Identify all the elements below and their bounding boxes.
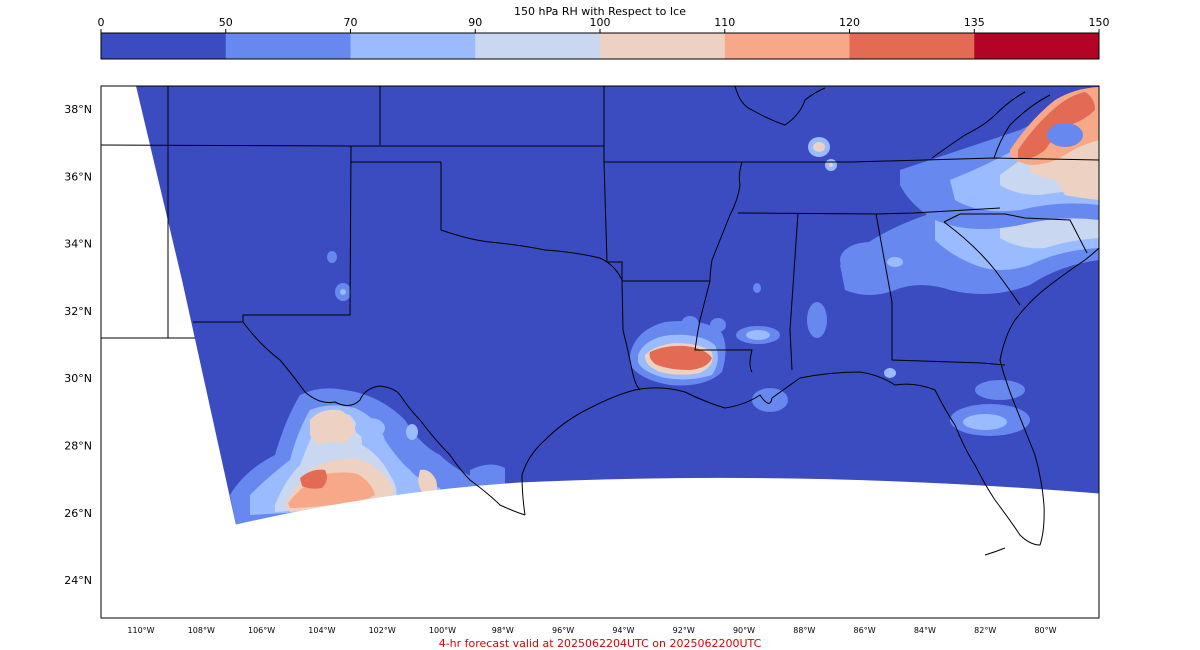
latitude-label: 38°N	[64, 103, 92, 116]
border-ky-il	[734, 86, 826, 126]
model-domain	[136, 86, 1099, 525]
rh-contours-louisiana	[630, 316, 788, 412]
colorbar-tick-label: 110	[714, 16, 735, 29]
longitude-label: 98°W	[492, 626, 514, 635]
colorbar: 150 hPa RH with Respect to Ice 0 50 70 90 10…	[98, 5, 1110, 60]
longitude-label: 82°W	[974, 626, 996, 635]
border-al-ga	[875, 213, 983, 364]
latitude-label: 28°N	[64, 440, 92, 453]
colorbar-tick-label: 90	[468, 16, 482, 29]
longitude-label: 96°W	[552, 626, 574, 635]
border-ar-mo	[604, 161, 743, 282]
border-tn-north	[742, 157, 1099, 163]
border-tx-mexico-rio-grande	[242, 321, 526, 516]
colorbar-swatch-110-120	[724, 33, 850, 59]
colorbar-tick-label: 100	[590, 16, 611, 29]
latitude-label: 30°N	[64, 372, 92, 385]
political-boundaries	[101, 86, 1099, 556]
longitude-label: 102°W	[369, 626, 396, 635]
map-frame	[100, 85, 1100, 619]
colorbar-tick-label: 70	[344, 16, 358, 29]
colorbar-tick-label: 120	[839, 16, 860, 29]
colorbar-swatch-0-50	[101, 33, 227, 59]
map-panel	[101, 86, 1099, 618]
colorbar-swatch-90-100	[475, 33, 601, 59]
forecast-valid-caption: 4-hr forecast valid at 2025062204UTC on …	[439, 637, 762, 650]
longitude-label: 90°W	[733, 626, 755, 635]
longitude-label: 84°W	[914, 626, 936, 635]
coastline-florida-keys	[984, 547, 1006, 556]
colorbar-swatch-120-135	[849, 33, 975, 59]
colorbar-ticks: 0 50 70 90 100 110 120 135 150	[98, 16, 1110, 33]
border-nm-tx	[193, 145, 352, 323]
latitude-label: 34°N	[64, 238, 92, 251]
border-nm-co	[101, 144, 352, 147]
colorbar-tick-label: 50	[219, 16, 233, 29]
colorbar-swatch-100-110	[600, 33, 726, 59]
colorbar-frame	[100, 32, 1100, 60]
colorbar-tick-label: 150	[1089, 16, 1110, 29]
longitude-labels: 110°W 108°W 106°W 104°W 102°W 100°W 98°W 96°W 94…	[127, 626, 1056, 635]
longitude-label: 92°W	[673, 626, 695, 635]
border-ar-la	[603, 161, 710, 282]
longitude-label: 108°W	[188, 626, 215, 635]
longitude-label: 100°W	[429, 626, 456, 635]
latitude-label: 24°N	[64, 574, 92, 587]
model-domain-edge	[235, 477, 1099, 526]
colorbar-swatch-70-90	[350, 33, 476, 59]
longitude-label: 110°W	[127, 626, 154, 635]
border-sc-nc	[943, 213, 1088, 254]
longitude-label: 80°W	[1034, 626, 1056, 635]
border-ms-al	[789, 212, 799, 371]
coastline-gulf-texas	[521, 247, 1099, 546]
border-ga-sc	[943, 221, 1021, 306]
border-ms-river	[694, 280, 753, 373]
colorbar-swatches	[101, 33, 1100, 59]
longitude-label: 88°W	[793, 626, 815, 635]
latitude-label: 36°N	[64, 170, 92, 183]
colorbar-title: 150 hPa RH with Respect to Ice	[514, 5, 686, 18]
border-tx-la	[621, 280, 641, 391]
longitude-label: 106°W	[248, 626, 275, 635]
longitude-label: 104°W	[308, 626, 335, 635]
border-va	[993, 94, 1051, 159]
colorbar-swatch-50-70	[225, 33, 351, 59]
latitude-label: 26°N	[64, 507, 92, 520]
rh-contours-southeast	[807, 87, 1099, 436]
colorbar-tick-label: 0	[98, 16, 105, 29]
colorbar-swatch-135-150	[974, 33, 1100, 59]
longitude-label: 86°W	[854, 626, 876, 635]
border-ms-tn	[737, 207, 1001, 215]
longitude-label: 94°W	[612, 626, 634, 635]
colorbar-tick-label: 135	[964, 16, 985, 29]
border-ky-wv	[931, 91, 1026, 159]
latitude-labels: 38°N 36°N 34°N 32°N 30°N 28°N 26°N 24°N	[64, 103, 92, 587]
latitude-label: 32°N	[64, 305, 92, 318]
